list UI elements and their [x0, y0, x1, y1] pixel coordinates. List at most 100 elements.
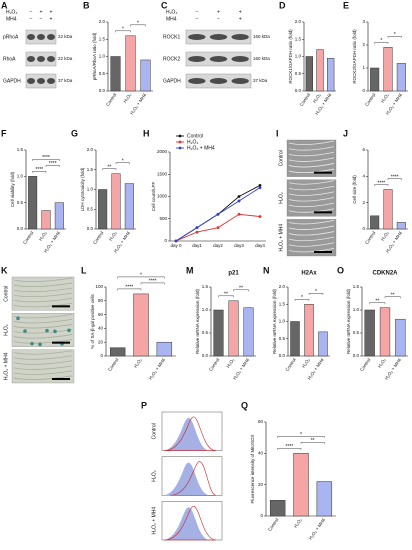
y-tick-label: 1.5: [17, 147, 24, 152]
stain-spot: [38, 342, 42, 347]
bar: [383, 47, 393, 92]
stain-spot: [23, 329, 27, 333]
image-label: Control: [278, 150, 284, 166]
significance-bracket: [277, 436, 325, 438]
bar: [98, 189, 108, 230]
y-axis-label: Relative mRNA expression (fold): [346, 288, 351, 354]
x-tick-label: H₂O₂: [225, 357, 235, 368]
x-tick-label: H₂O₂ + MH4: [148, 357, 167, 381]
treatment-label: MH4: [6, 16, 17, 22]
significance-label: ****: [285, 444, 293, 450]
y-axis-label: Cell size (fold): [352, 175, 357, 204]
treatment-sign: −: [30, 9, 33, 15]
point: [258, 183, 262, 187]
point: [195, 230, 199, 234]
y-axis-label: pRhoA/RhoA ratio (fold): [92, 32, 97, 80]
x-tick-label: H₂O₂: [108, 230, 118, 241]
y-tick-label: 1.5: [279, 301, 286, 306]
y-tick-label: 40: [258, 451, 264, 456]
panel-letter: E: [343, 0, 349, 10]
significance-label: *: [137, 21, 139, 27]
significance-label: ****: [377, 180, 385, 186]
treatment-sign: −: [195, 9, 198, 15]
bar: [370, 215, 380, 230]
cell-texture: [288, 247, 335, 253]
significance-bracket: [300, 442, 325, 444]
micrograph: [286, 219, 337, 257]
cell-texture: [13, 287, 73, 293]
histogram-red: [163, 416, 217, 451]
stain-spot: [53, 329, 57, 334]
stain-spot: [30, 341, 34, 346]
cell-texture: [13, 375, 73, 380]
cell-texture: [288, 231, 335, 236]
band-name: GAPDH: [3, 78, 21, 84]
y-tick-label: 0: [260, 513, 263, 518]
y-tick-label: 0.0: [279, 353, 286, 358]
scale-bar: [52, 305, 70, 308]
blot-band: [27, 56, 35, 62]
significance-label: *: [394, 32, 396, 38]
bar: [290, 321, 300, 357]
blot-band: [47, 56, 55, 62]
significance-bracket: [117, 288, 142, 291]
point: [237, 195, 241, 198]
bar: [370, 67, 380, 92]
significance-label: *: [380, 38, 382, 44]
image-label: H₂O₂: [278, 192, 284, 203]
significance-label: **: [107, 165, 111, 171]
significance-bracket: [294, 299, 310, 301]
x-tick-label: H₂O₂: [133, 357, 143, 368]
cell-texture: [13, 318, 73, 324]
legend-label: H₂O₂ + MH4: [187, 145, 215, 151]
bar: [110, 56, 121, 92]
treatment-sign: −: [195, 16, 198, 22]
x-tick-label: day 0: [170, 243, 182, 248]
bar: [327, 57, 335, 92]
significance-bracket: [218, 295, 234, 298]
x-tick-label: Control: [364, 230, 376, 245]
panel-letter: N: [263, 265, 270, 275]
y-axis-label: Fluorescence intensity of MitoSOX: [250, 434, 255, 503]
micrograph: [286, 139, 337, 177]
band-name: pRhoA: [3, 34, 19, 40]
panel-letter: C: [161, 0, 168, 10]
x-tick-label: day1: [192, 243, 202, 248]
significance-label: ****: [49, 161, 57, 167]
band-size: 160 kDa: [253, 56, 270, 61]
y-tick-label: 1.5: [295, 36, 302, 41]
scale-bar: [52, 378, 70, 380]
y-tick-label: 0.5: [87, 206, 94, 211]
bar: [318, 331, 328, 357]
legend-marker: [178, 140, 182, 144]
y-axis-label: % of SA-β-gal positive cells: [90, 293, 95, 348]
scale-bar: [314, 171, 332, 174]
bar: [293, 453, 309, 517]
flow-label: H₂O₂ + MH4: [151, 507, 157, 535]
cell-texture: [288, 236, 335, 242]
x-tick-label: Control: [267, 517, 279, 532]
x-tick-label: day2: [213, 243, 223, 248]
significance-label: *: [301, 295, 303, 301]
y-tick-label: 60: [258, 419, 264, 424]
panel-letter: G: [71, 128, 78, 138]
significance-bracket: [277, 448, 302, 450]
y-tick-label: 20: [258, 482, 264, 487]
y-tick-label: 0.0: [17, 226, 24, 231]
y-tick-label: 1.0: [87, 187, 94, 192]
significance-label: *: [122, 27, 124, 33]
legend-marker: [178, 134, 182, 138]
panel-letter: H: [143, 128, 150, 138]
x-tick-label: day3: [234, 243, 244, 248]
blot-band: [188, 34, 206, 40]
significance-bracket: [117, 276, 165, 279]
y-axis-label: Relative mRNA expression (fold): [272, 288, 277, 354]
y-tick-label: 0.0: [202, 353, 209, 358]
y-tick-label: 1.0: [295, 54, 302, 59]
y-tick-label: 0.5: [279, 336, 286, 341]
band-size: 37 kDa: [253, 78, 268, 83]
bar: [364, 309, 375, 357]
bar: [396, 63, 406, 92]
y-tick-label: 0.5: [202, 330, 209, 335]
